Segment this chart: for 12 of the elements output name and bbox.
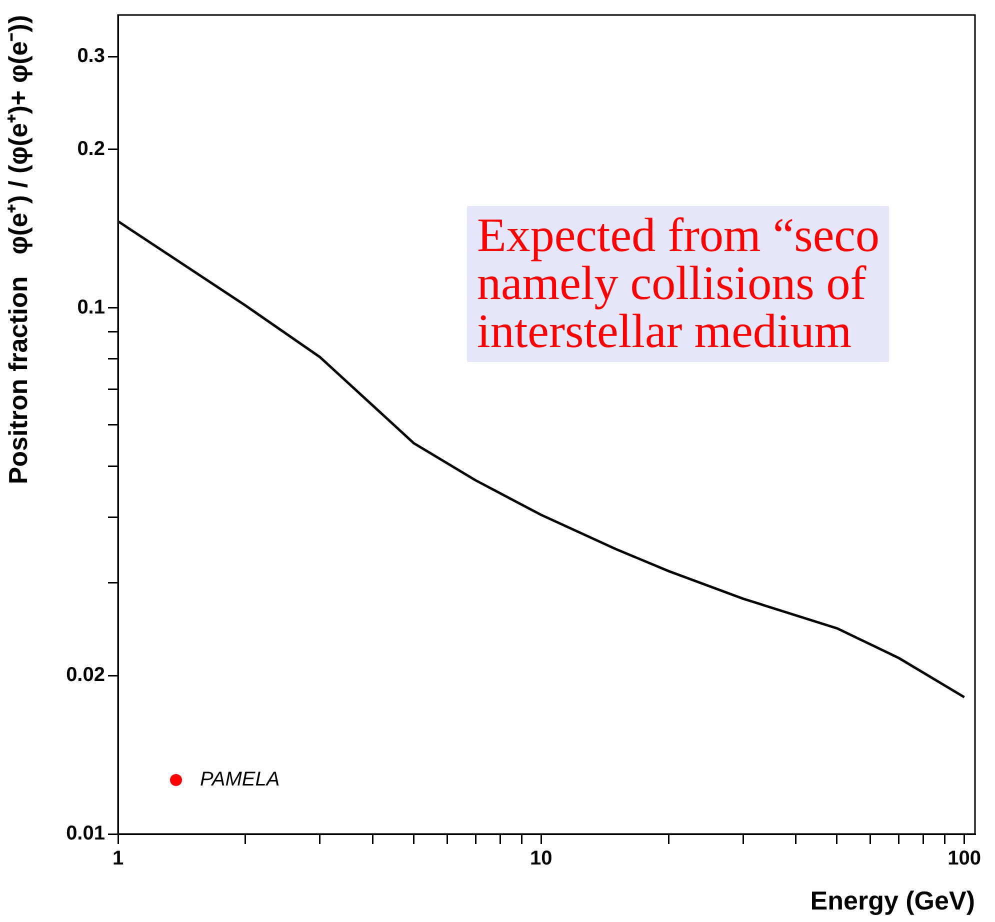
y-axis-title: Positron fraction φ(e⁺) / (φ(e⁺)+ φ(e⁻)) [2, 15, 33, 484]
y-tick-label: 0.3 [77, 45, 105, 68]
y-tick-label: 0.02 [66, 664, 105, 686]
legend-label: PAMELA [200, 768, 280, 791]
x-axis-title: Energy (GeV) [810, 886, 975, 916]
x-tick-label: 100 [948, 848, 981, 870]
x-tick-label: 10 [530, 848, 552, 870]
y-tick-label: 0.1 [77, 296, 105, 318]
y-tick-label: 0.01 [66, 822, 105, 845]
x-tick-label: 1 [112, 848, 124, 870]
y-tick-label: 0.2 [77, 138, 105, 160]
annotation: Expected from “seco namely collisions of interstellar medium [467, 206, 890, 362]
